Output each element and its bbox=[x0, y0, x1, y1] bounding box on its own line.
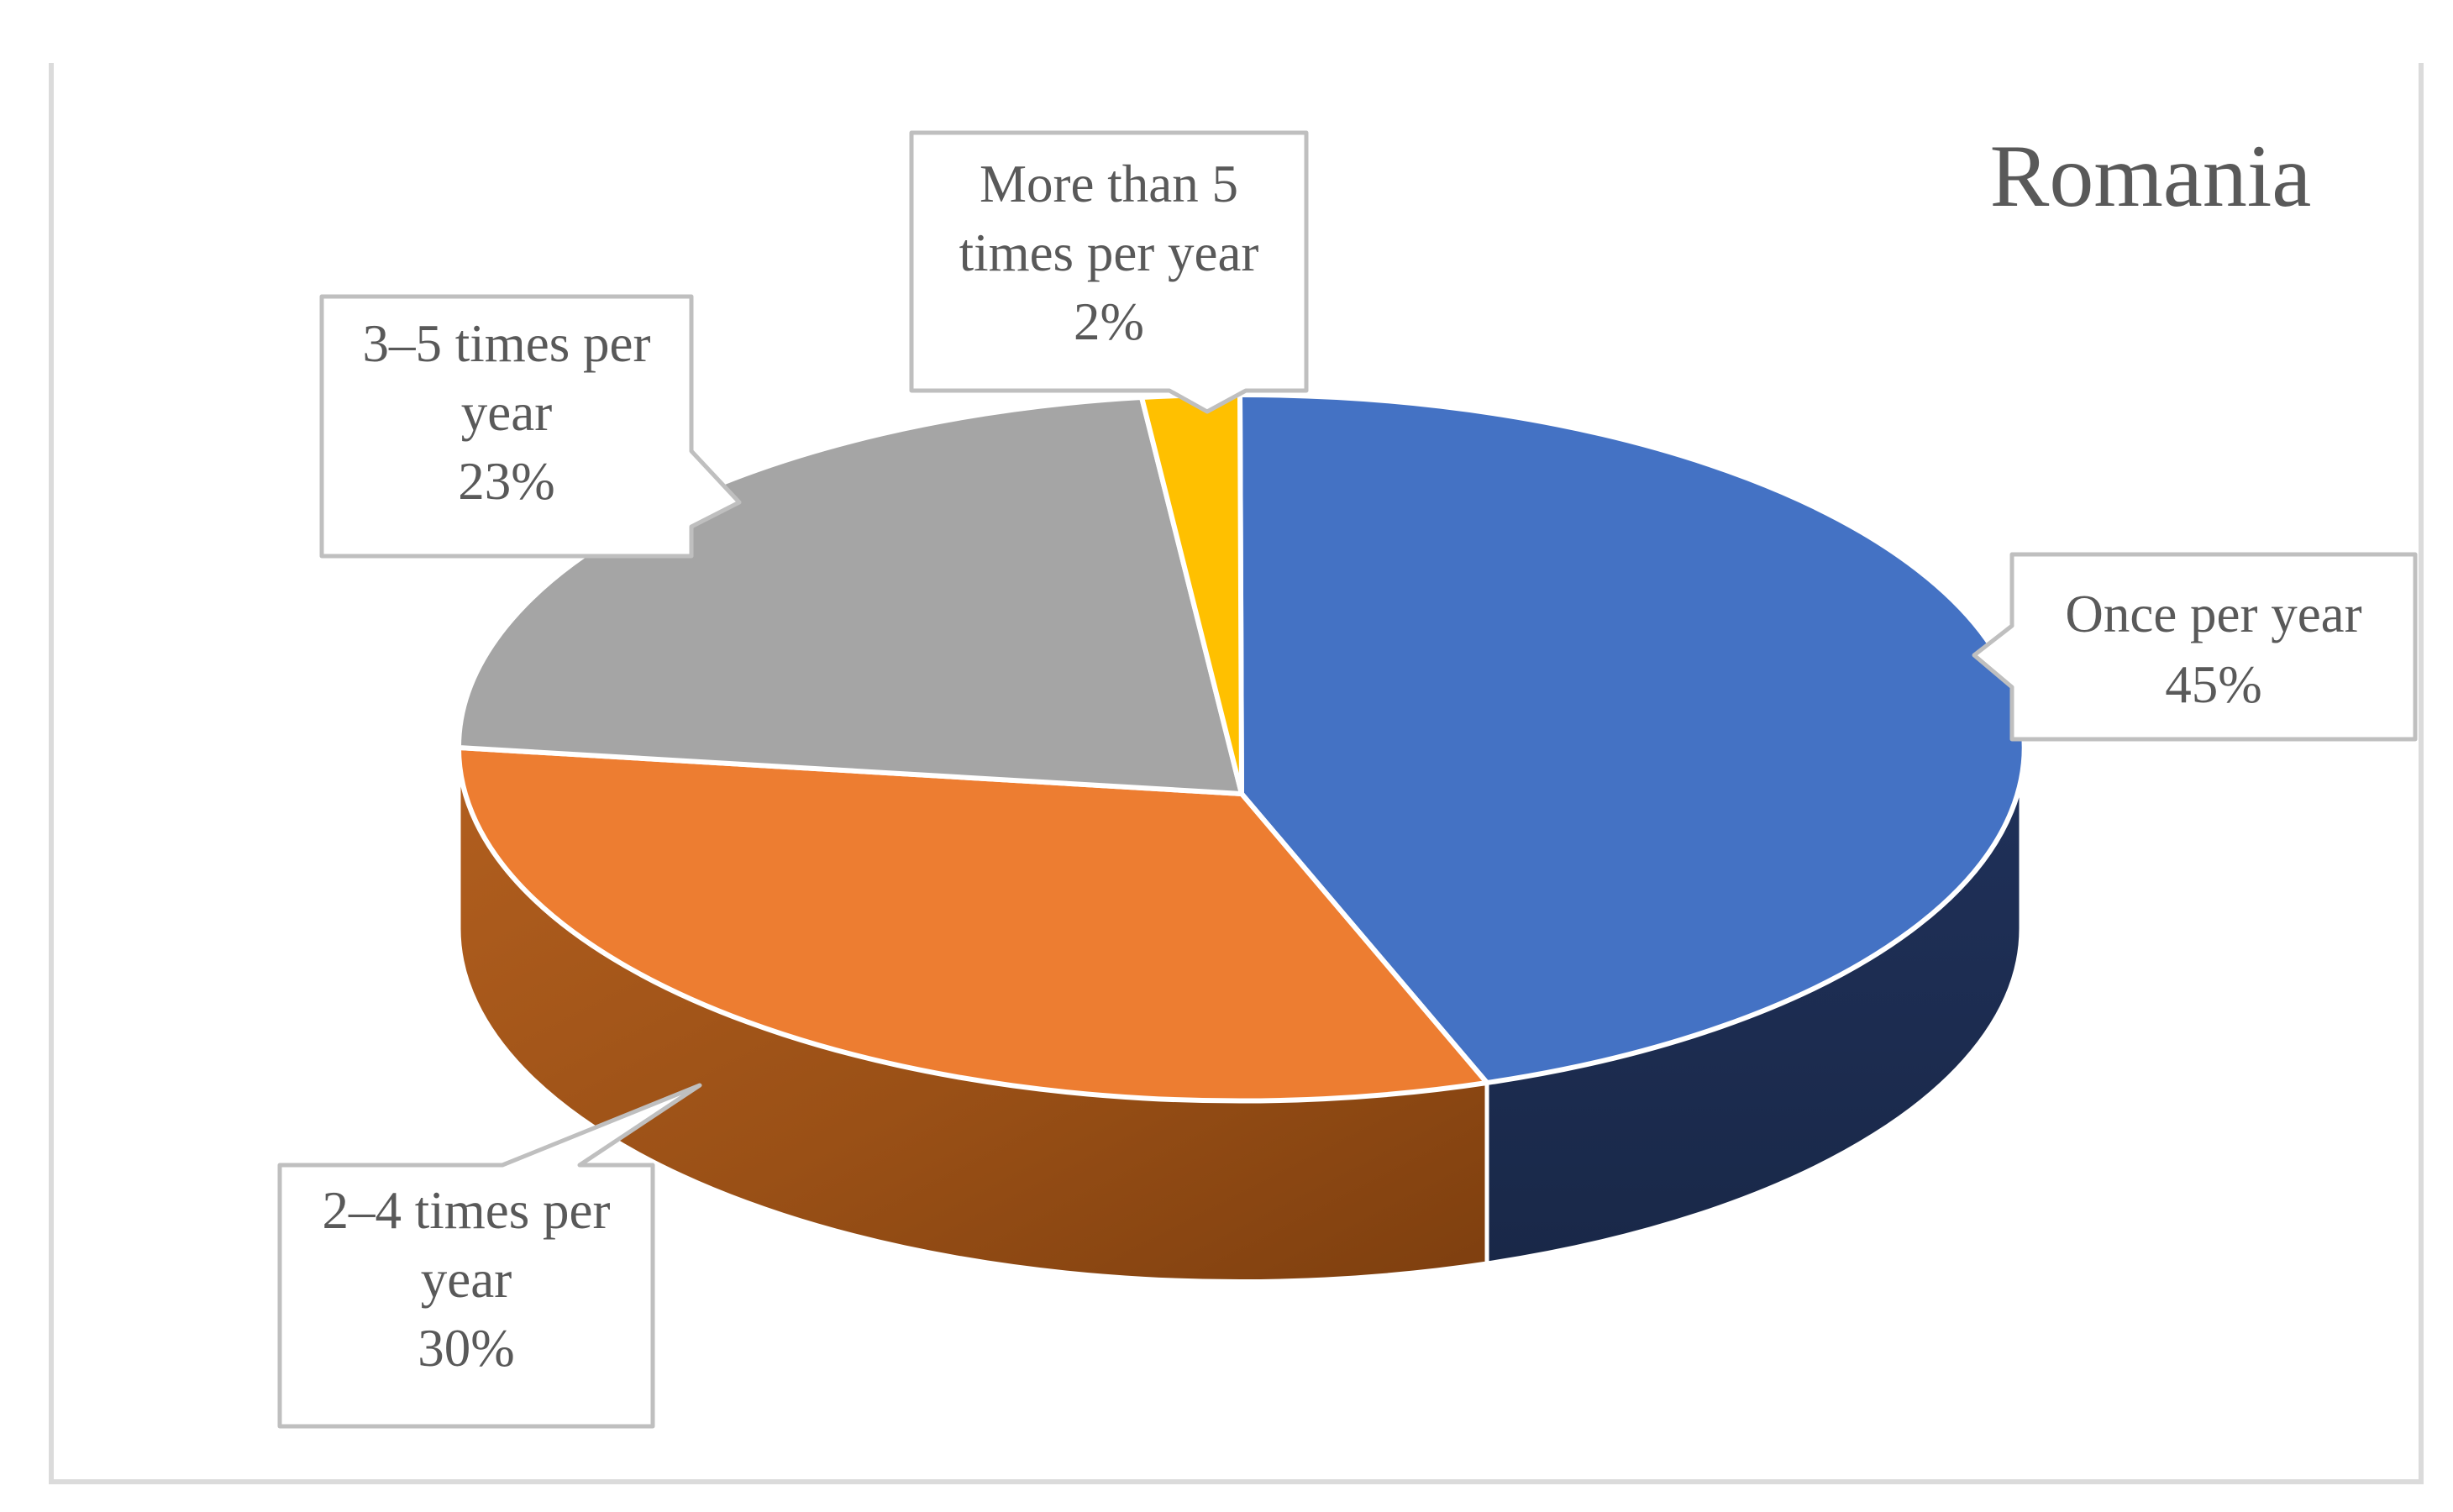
chart-area-border bbox=[49, 63, 2424, 1484]
callout-more-than-5: More than 5 times per year 2% bbox=[909, 130, 1309, 414]
callout-label-line: times per year bbox=[959, 223, 1259, 282]
callout-label-line: 3–5 times per bbox=[363, 314, 651, 373]
chart-title: Romania bbox=[1990, 127, 2312, 225]
callout-label-line: Once per year bbox=[2065, 585, 2361, 643]
callout-label-line: year bbox=[421, 1250, 512, 1309]
callout-label-line: 30% bbox=[418, 1319, 514, 1378]
callout-label-line: 45% bbox=[2165, 655, 2261, 714]
callout-box-once-per-year bbox=[1972, 552, 2418, 742]
callout-label-line: 2% bbox=[1074, 292, 1144, 351]
callout-label-line: year bbox=[461, 383, 552, 442]
callout-label-line: More than 5 bbox=[980, 155, 1238, 213]
callout-2-4-times: 2–4 times per year 30% bbox=[277, 1083, 702, 1429]
pie-slice-2-4-times bbox=[455, 745, 1489, 1104]
callout-box-2-4-times bbox=[277, 1083, 702, 1429]
callout-label-line: 2–4 times per bbox=[323, 1181, 611, 1240]
callout-label-line: 23% bbox=[458, 452, 554, 511]
callout-once-per-year: Once per year 45% bbox=[1972, 552, 2418, 742]
callout-box-3-5-times bbox=[319, 294, 742, 559]
callout-3-5-times: 3–5 times per year 23% bbox=[319, 294, 742, 559]
callout-box-more-than-5 bbox=[909, 130, 1309, 414]
